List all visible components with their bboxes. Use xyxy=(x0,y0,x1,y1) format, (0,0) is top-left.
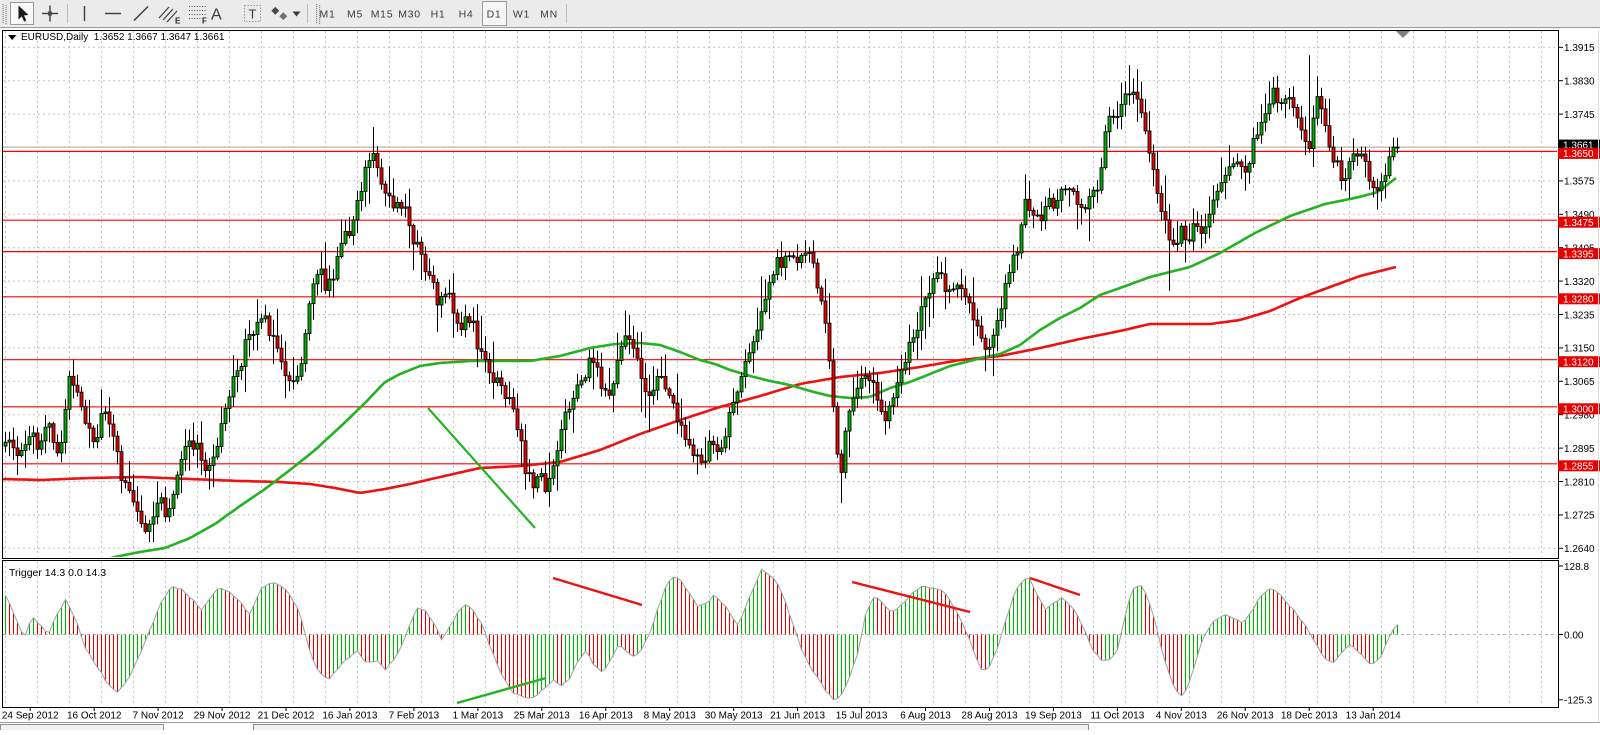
svg-text:4 Nov 2013: 4 Nov 2013 xyxy=(1156,711,1208,722)
svg-text:21 Jun 2013: 21 Jun 2013 xyxy=(770,711,825,722)
svg-text:1.2725: 1.2725 xyxy=(1564,511,1595,522)
svg-text:W1: W1 xyxy=(513,9,530,21)
svg-text:1.3235: 1.3235 xyxy=(1564,310,1595,321)
svg-text:16 Jan 2013: 16 Jan 2013 xyxy=(322,711,377,722)
svg-text:1.3490: 1.3490 xyxy=(1564,210,1595,221)
svg-text:7 Nov 2012: 7 Nov 2012 xyxy=(133,711,185,722)
svg-text:6 Aug 2013: 6 Aug 2013 xyxy=(900,711,951,722)
svg-text:0.00: 0.00 xyxy=(1564,630,1584,641)
svg-text:1.3830: 1.3830 xyxy=(1564,77,1595,88)
svg-text:1.3320: 1.3320 xyxy=(1564,277,1595,288)
svg-text:28 Aug 2013: 28 Aug 2013 xyxy=(961,711,1018,722)
svg-text:M15: M15 xyxy=(371,9,394,21)
svg-text:Trigger 14.3 0.0 14.3: Trigger 14.3 0.0 14.3 xyxy=(9,567,106,579)
svg-text:MN: MN xyxy=(540,9,558,21)
svg-text:1.2895: 1.2895 xyxy=(1564,444,1595,455)
svg-text:1.2640: 1.2640 xyxy=(1564,544,1595,555)
svg-text:11 Oct 2013: 11 Oct 2013 xyxy=(1091,711,1145,722)
svg-text:H1: H1 xyxy=(431,9,446,21)
svg-text:1.3915: 1.3915 xyxy=(1564,43,1595,54)
svg-text:1.3280: 1.3280 xyxy=(1563,295,1594,306)
svg-text:A: A xyxy=(211,7,222,24)
svg-text:D1: D1 xyxy=(487,9,502,21)
svg-text:1.3395: 1.3395 xyxy=(1563,249,1594,260)
svg-text:1.2810: 1.2810 xyxy=(1564,477,1595,488)
svg-text:18 Dec 2013: 18 Dec 2013 xyxy=(1281,711,1338,722)
svg-text:128.8: 128.8 xyxy=(1564,562,1589,573)
svg-text:-125.3: -125.3 xyxy=(1564,696,1593,707)
svg-text:M30: M30 xyxy=(398,9,421,21)
svg-text:1.3745: 1.3745 xyxy=(1564,110,1595,121)
svg-text:30 May 2013: 30 May 2013 xyxy=(705,711,763,722)
svg-text:8 May 2013: 8 May 2013 xyxy=(644,711,697,722)
svg-text:1.2855: 1.2855 xyxy=(1563,462,1594,473)
svg-text:1.3475: 1.3475 xyxy=(1563,218,1594,229)
svg-text:F: F xyxy=(202,17,207,26)
svg-text:1.3065: 1.3065 xyxy=(1564,377,1595,388)
svg-text:1.3661: 1.3661 xyxy=(1563,141,1594,152)
svg-text:7 Feb 2013: 7 Feb 2013 xyxy=(389,711,440,722)
svg-text:26 Nov 2013: 26 Nov 2013 xyxy=(1217,711,1274,722)
svg-text:24 Sep 2012: 24 Sep 2012 xyxy=(2,711,59,722)
svg-text:M1: M1 xyxy=(320,9,336,21)
svg-text:H4: H4 xyxy=(459,9,474,21)
svg-text:1.2980: 1.2980 xyxy=(1564,411,1595,422)
svg-text:13 Jan 2014: 13 Jan 2014 xyxy=(1346,711,1401,722)
svg-text:M5: M5 xyxy=(347,9,363,21)
svg-text:21 Dec 2012: 21 Dec 2012 xyxy=(258,711,315,722)
svg-text:EURUSD,Daily 1.3652 1.3667 1.: EURUSD,Daily 1.3652 1.3667 1.3647 1.3661 xyxy=(21,32,225,43)
svg-text:T: T xyxy=(249,7,257,22)
svg-text:1.3150: 1.3150 xyxy=(1564,344,1595,355)
svg-text:15 Jul 2013: 15 Jul 2013 xyxy=(836,711,888,722)
svg-text:1.3120: 1.3120 xyxy=(1563,358,1594,369)
svg-text:1.3650: 1.3650 xyxy=(1563,149,1594,160)
svg-text:1.3000: 1.3000 xyxy=(1563,405,1594,416)
svg-text:1.3575: 1.3575 xyxy=(1564,177,1595,188)
svg-text:29 Nov 2012: 29 Nov 2012 xyxy=(194,711,251,722)
svg-text:25 Mar 2013: 25 Mar 2013 xyxy=(514,711,571,722)
svg-text:1 Mar 2013: 1 Mar 2013 xyxy=(453,711,504,722)
svg-text:16 Apr 2013: 16 Apr 2013 xyxy=(579,711,633,722)
svg-text:E: E xyxy=(175,17,181,26)
svg-text:16 Oct 2012: 16 Oct 2012 xyxy=(67,711,122,722)
svg-text:19 Sep 2013: 19 Sep 2013 xyxy=(1025,711,1082,722)
